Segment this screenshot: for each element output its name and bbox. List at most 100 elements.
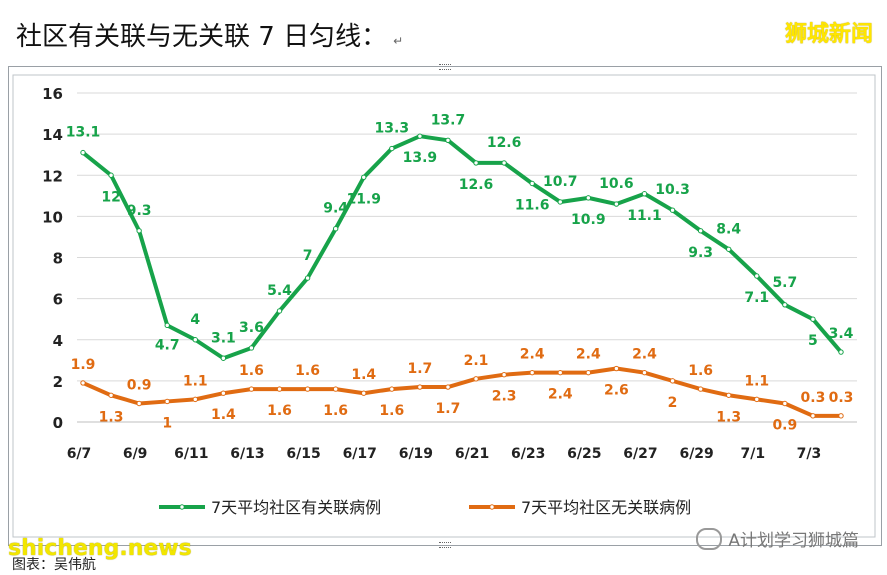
data-point — [80, 380, 86, 386]
data-point — [136, 400, 142, 407]
data-point — [332, 386, 339, 392]
data-label: 0.9 — [772, 417, 797, 433]
x-tick-label: 7/1 — [740, 446, 765, 462]
data-label: 4.7 — [155, 337, 180, 353]
data-label: 12.6 — [487, 135, 522, 151]
data-label: 8.4 — [716, 221, 741, 237]
data-point — [473, 160, 479, 166]
data-point — [754, 396, 760, 403]
data-label: 9.4 — [323, 201, 348, 217]
data-label: 2.4 — [548, 387, 573, 403]
data-label: 1.6 — [267, 403, 292, 419]
page-title: 社区有关联与无关联 7 日匀线： ↵ — [16, 16, 403, 53]
data-point — [304, 275, 311, 281]
x-tick-label: 6/7 — [67, 446, 92, 462]
data-point — [473, 376, 479, 382]
data-point — [641, 369, 648, 376]
data-point — [248, 345, 255, 351]
chart-frame[interactable]: 0 2 4 6 8 10 12 14 16 6/7 6/9 6/11 6/13 6/15 6/17 6/19 6… — [8, 64, 882, 548]
bottom-resize-handle[interactable] — [439, 542, 451, 548]
data-point — [810, 316, 816, 322]
data-label: 3.4 — [829, 326, 854, 342]
x-tick-label: 6/23 — [511, 446, 545, 462]
data-label: 1.6 — [239, 363, 264, 379]
data-label: 9.3 — [127, 203, 152, 219]
data-point — [389, 386, 395, 392]
data-point — [501, 372, 507, 378]
site-watermark: shicheng.news — [8, 536, 192, 561]
data-point — [754, 273, 760, 279]
data-label: 1.1 — [744, 373, 769, 389]
data-label: 12.6 — [459, 177, 494, 193]
data-label: 5.7 — [772, 275, 797, 291]
data-label: 1.6 — [379, 403, 404, 419]
data-label: 9.3 — [688, 245, 713, 261]
data-label: 3.6 — [239, 320, 264, 336]
data-label: 12 — [101, 189, 120, 205]
data-label: 13.1 — [66, 125, 101, 141]
data-point — [557, 199, 563, 205]
data-point — [445, 137, 451, 143]
data-point — [782, 302, 788, 308]
data-label: 1.6 — [688, 363, 713, 379]
y-tick-label: 6 — [53, 291, 63, 309]
data-point — [164, 322, 170, 329]
data-point — [108, 172, 114, 178]
data-label: 10.7 — [543, 174, 578, 190]
data-point — [585, 369, 592, 376]
x-tick-label: 6/17 — [343, 446, 377, 462]
data-point — [108, 392, 114, 398]
y-tick-label: 12 — [42, 167, 63, 185]
title-text: 社区有关联与无关联 7 日匀线： — [16, 22, 388, 52]
data-point — [361, 390, 367, 396]
data-label: 1.7 — [407, 361, 432, 377]
data-label: 1.4 — [351, 367, 376, 383]
wechat-signature: A计划学习狮城篇 — [696, 526, 859, 551]
legend-label: 7天平均社区无关联病例 — [521, 498, 691, 517]
data-label: 2.4 — [632, 347, 657, 363]
data-label: 2.6 — [604, 383, 629, 399]
data-point — [136, 228, 142, 234]
data-label: 1.3 — [716, 409, 741, 425]
data-point — [838, 349, 844, 355]
data-label: 4 — [190, 312, 200, 328]
legend-marker — [179, 504, 185, 510]
data-point — [445, 384, 451, 390]
data-label: 1 — [162, 415, 172, 431]
x-tick-label: 6/27 — [623, 446, 657, 462]
data-label: 10.6 — [599, 176, 634, 192]
data-point — [389, 145, 395, 152]
x-tick-label: 6/25 — [567, 446, 601, 462]
data-label: 1.1 — [183, 373, 208, 389]
data-point — [810, 413, 816, 419]
paragraph-mark: ↵ — [393, 34, 404, 48]
data-point — [361, 174, 367, 181]
data-point — [417, 384, 423, 390]
data-point — [641, 191, 648, 197]
top-resize-handle[interactable] — [439, 64, 451, 70]
figure-caption: 图表：吴伟航 — [12, 557, 96, 573]
x-tick-label: 6/15 — [286, 446, 320, 462]
data-label: 10.9 — [571, 212, 606, 228]
x-tick-label: 6/21 — [455, 446, 489, 462]
data-label: 1.3 — [99, 409, 124, 425]
data-point — [697, 386, 704, 392]
data-point — [726, 246, 732, 252]
wechat-icon — [696, 527, 723, 550]
data-point — [613, 201, 620, 207]
series-line-linked — [81, 134, 843, 361]
data-point — [726, 392, 732, 398]
data-label: 1.4 — [211, 407, 236, 423]
data-label: 5 — [808, 333, 818, 349]
series-line-unlinked — [82, 366, 841, 418]
data-label: 3.1 — [211, 330, 236, 346]
legend-marker — [489, 504, 495, 510]
wechat-account: A计划学习狮城篇 — [728, 531, 859, 551]
data-point — [248, 386, 255, 392]
data-label: 1.9 — [71, 357, 96, 373]
data-point — [669, 378, 676, 384]
data-point — [585, 195, 592, 201]
x-tick-label: 6/11 — [174, 446, 208, 462]
data-label: 1.7 — [436, 401, 461, 417]
